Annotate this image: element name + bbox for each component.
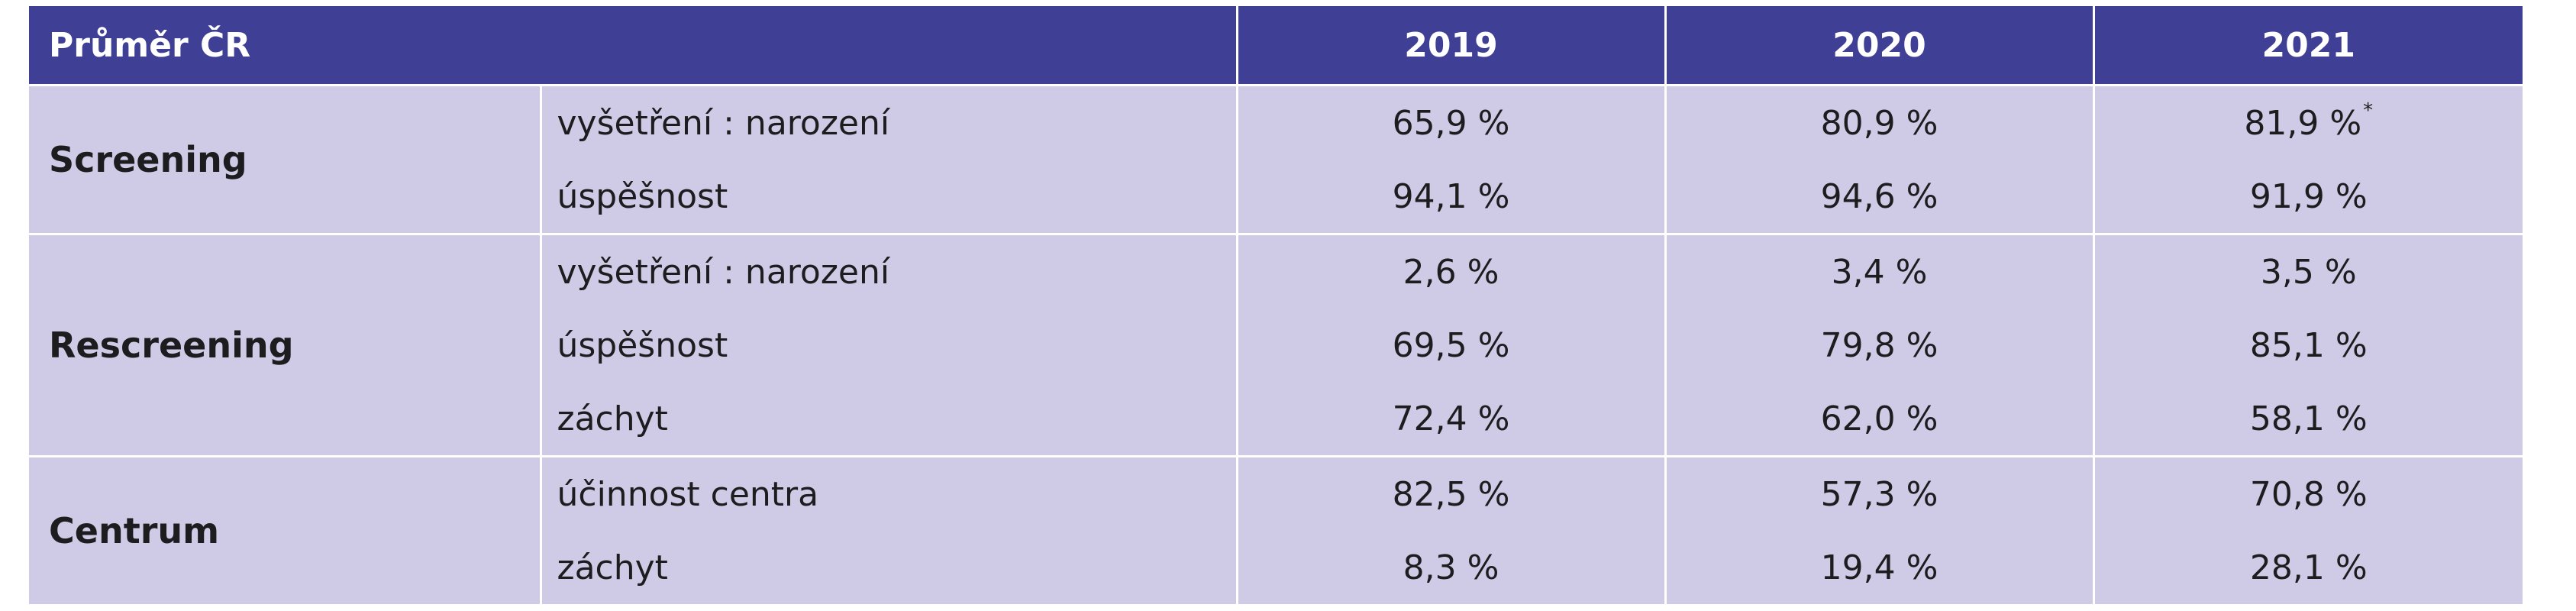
header-row: Průměr ČR 2019 2020 2021: [29, 6, 2523, 86]
metric-label: úspěšnost: [541, 309, 1238, 382]
value-cell: 82,5 %: [1237, 455, 1667, 531]
metric-label: vyšetření : narození: [541, 84, 1238, 160]
table-row: Screening vyšetření : narození 65,9 % 80…: [29, 84, 2523, 234]
table-row: záchyt 8,3 % 19,4 % 28,1 %: [29, 531, 2523, 604]
table-row: úspěšnost 94,1 % 94,6 % 91,9 %: [29, 160, 2523, 234]
header-year-2020: 2020: [1665, 6, 2095, 86]
value-cell: 28,1 %: [2093, 531, 2523, 604]
value-cell: 70,8 %: [2093, 455, 2523, 531]
footnote-marker: *: [2363, 99, 2374, 122]
value-cell: 69,5 %: [1237, 309, 1667, 382]
header-year-2019: 2019: [1237, 6, 1667, 86]
value-cell: 62,0 %: [1665, 382, 2095, 457]
value-cell: 2,6 %: [1237, 233, 1667, 309]
metric-label: úspěšnost: [541, 160, 1238, 234]
header-year-2021: 2021: [2093, 6, 2523, 86]
value-cell: 57,3 %: [1665, 455, 2095, 531]
metric-label: záchyt: [541, 382, 1238, 457]
metric-label: účinnost centra: [541, 455, 1238, 531]
table-row: Centrum účinnost centra 82,5 % 57,3 % 70…: [29, 455, 2523, 604]
value-cell: 58,1 %: [2093, 382, 2523, 457]
group-label-screening: Screening: [29, 84, 542, 234]
table-row: úspěšnost 69,5 % 79,8 % 85,1 %: [29, 309, 2523, 382]
value-cell: 94,1 %: [1237, 160, 1667, 234]
metric-label: záchyt: [541, 531, 1238, 604]
value-cell: 80,9 %: [1665, 84, 2095, 160]
value-cell: 8,3 %: [1237, 531, 1667, 604]
value-cell: 3,5 %: [2093, 233, 2523, 309]
group-label-centrum: Centrum: [29, 455, 542, 604]
value-cell: 65,9 %: [1237, 84, 1667, 160]
table-row: záchyt 72,4 % 62,0 % 58,1 %: [29, 382, 2523, 457]
value-cell: 3,4 %: [1665, 233, 2095, 309]
metric-label: vyšetření : narození: [541, 233, 1238, 309]
header-title: Průměr ČR: [29, 6, 1238, 86]
data-table-container: Průměr ČR 2019 2020 2021 Screening vyšet…: [29, 6, 2523, 604]
value-text: 81,9 %: [2244, 103, 2362, 143]
group-label-rescreening: Rescreening: [29, 233, 542, 457]
value-cell: 79,8 %: [1665, 309, 2095, 382]
value-cell: 72,4 %: [1237, 382, 1667, 457]
table-row: Rescreening vyšetření : narození 2,6 % 3…: [29, 233, 2523, 457]
value-cell: 91,9 %: [2093, 160, 2523, 234]
value-cell: 85,1 %: [2093, 309, 2523, 382]
value-cell: 19,4 %: [1665, 531, 2095, 604]
statistics-table: Průměr ČR 2019 2020 2021 Screening vyšet…: [29, 6, 2523, 604]
value-cell-with-note: 81,9 %*: [2093, 84, 2523, 160]
value-cell: 94,6 %: [1665, 160, 2095, 234]
